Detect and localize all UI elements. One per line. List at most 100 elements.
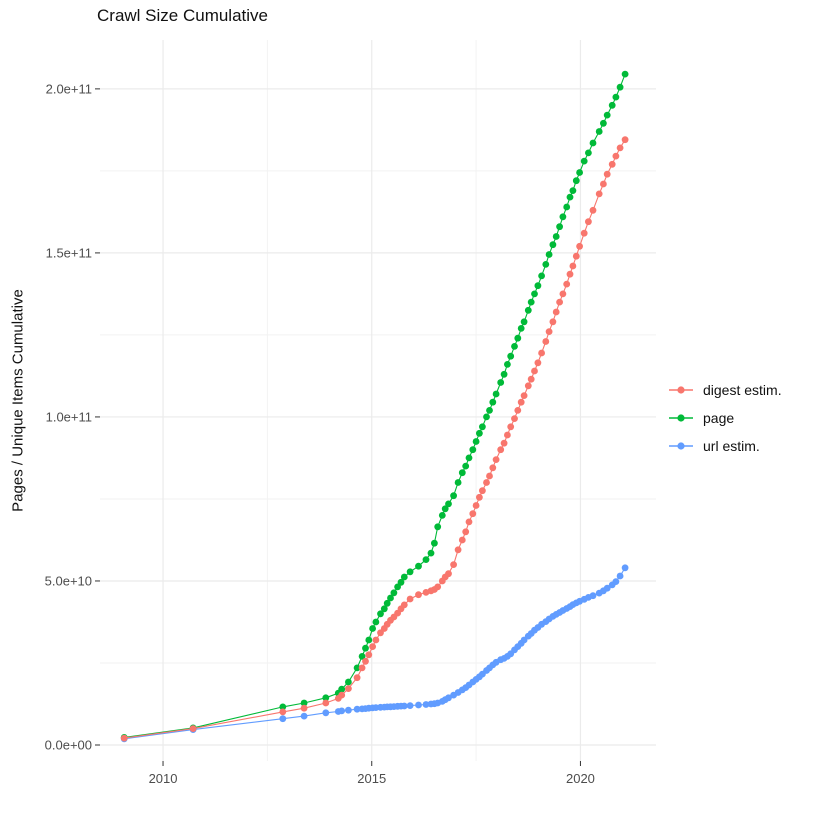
data-point-page [552, 233, 560, 240]
data-point-digestestim [434, 583, 442, 591]
data-point-urlestim [300, 712, 308, 720]
data-point-page [556, 223, 563, 231]
data-point-digestestim [465, 518, 473, 526]
data-point-page [492, 390, 500, 398]
legend: digest estim. page url estim. [668, 380, 782, 455]
data-point-digestestim [450, 561, 457, 568]
data-point-digestestim [365, 651, 373, 659]
data-point-digestestim [486, 472, 493, 480]
data-point-page [585, 149, 592, 157]
data-point-digestestim [469, 510, 477, 518]
data-point-urlestim [612, 578, 620, 585]
data-point-digestestim [621, 136, 629, 144]
data-point-digestestim [362, 657, 369, 665]
data-point-page [507, 352, 515, 360]
data-point-digestestim [556, 298, 563, 306]
data-point-page [438, 512, 446, 519]
data-point-page [279, 703, 287, 711]
data-point-page [476, 429, 483, 437]
data-point-page [483, 413, 490, 421]
data-point-digestestim [369, 643, 376, 650]
data-point-page [387, 594, 394, 602]
data-point-digestestim [563, 280, 571, 288]
data-point-page [534, 282, 542, 290]
x-tick-label: 2015 [357, 771, 386, 786]
data-point-page [353, 664, 361, 672]
data-point-digestestim [580, 229, 588, 237]
data-point-digestestim [585, 218, 592, 226]
data-point-digestestim [603, 170, 611, 178]
data-point-page [445, 500, 452, 508]
data-point-digestestim [616, 144, 624, 152]
data-point-digestestim [300, 704, 308, 712]
data-point-digestestim [279, 708, 287, 716]
data-point-page [397, 578, 405, 586]
data-point-digestestim [476, 493, 483, 501]
data-point-digestestim [338, 691, 346, 699]
data-point-page [454, 479, 462, 486]
data-point-digestestim [569, 262, 577, 270]
data-point-digestestim [589, 206, 597, 214]
data-point-digestestim [566, 270, 574, 278]
data-point-digestestim [545, 328, 553, 335]
data-point-page [300, 699, 308, 707]
data-point-digestestim [462, 528, 470, 536]
data-point-urlestim [400, 702, 408, 710]
data-point-digestestim [534, 359, 542, 367]
data-point-digestestim [358, 664, 366, 672]
data-point-urlestim [422, 701, 430, 708]
data-point-digestestim [542, 338, 550, 345]
data-point-page [479, 423, 486, 431]
data-point-page [383, 599, 391, 607]
data-point-page [322, 694, 330, 702]
series-line-urlestim [124, 567, 626, 740]
data-point-page [549, 241, 557, 249]
data-point-digestestim [511, 415, 518, 422]
data-point-page [365, 636, 373, 644]
data-point-page [465, 454, 473, 462]
data-point-digestestim [531, 367, 538, 375]
data-point-page [400, 573, 408, 581]
data-point-urlestim [322, 709, 330, 717]
legend-item-page: page [668, 408, 782, 427]
data-point-page [427, 549, 435, 557]
data-point-urlestim [445, 694, 452, 702]
data-point-page [441, 505, 449, 513]
data-point-page [616, 83, 624, 91]
data-point-page [345, 678, 352, 686]
data-point-digestestim [504, 431, 511, 439]
data-point-digestestim [549, 318, 557, 326]
data-point-digestestim [445, 570, 452, 578]
data-point-page [608, 101, 616, 109]
data-point-urlestim [589, 592, 597, 600]
data-point-page [422, 556, 430, 563]
data-point-page [545, 251, 553, 258]
data-point-digestestim [479, 487, 486, 495]
data-point-page [362, 644, 369, 652]
legend-key-icon [669, 385, 693, 394]
data-point-page [563, 203, 571, 211]
data-point-page [500, 370, 508, 378]
data-point-digestestim [492, 456, 500, 463]
data-point-digestestim [572, 252, 580, 260]
data-point-page [576, 169, 583, 176]
y-axis-title: Pages / Unique Items Cumulative [9, 289, 27, 512]
data-point-page [431, 539, 438, 547]
legend-label: digest estim. [703, 381, 782, 398]
data-point-page [377, 610, 384, 618]
data-point-digestestim [552, 308, 560, 316]
y-tick-label: 2.0e+11 [46, 81, 92, 96]
data-point-page [338, 685, 346, 693]
data-point-page [603, 111, 611, 119]
data-point-page [390, 589, 398, 597]
y-tick-label: 0.0e+00 [45, 737, 92, 752]
data-point-digestestim [400, 601, 408, 609]
data-point-page [572, 177, 580, 185]
data-point-digestestim [559, 290, 567, 298]
legend-label: url estim. [703, 437, 760, 454]
data-point-urlestim [406, 702, 414, 709]
data-point-page [524, 306, 532, 314]
data-point-page [559, 213, 567, 221]
data-point-digestestim [500, 439, 508, 447]
data-point-digestestim [353, 674, 361, 682]
